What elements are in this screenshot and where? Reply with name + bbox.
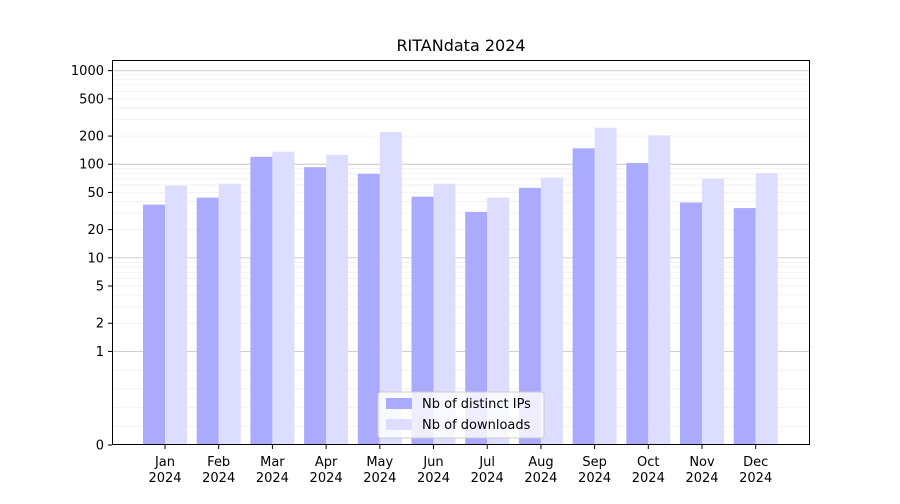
bar-distinct-ips-9 — [572, 148, 595, 446]
plot-frame — [112, 60, 810, 445]
y-tick-label: 5 — [96, 280, 104, 295]
bar-distinct-ips-10 — [626, 163, 649, 445]
bar-distinct-ips-7 — [465, 211, 488, 445]
chart-title: RITANdata 2024 — [396, 36, 525, 55]
bar-distinct-ips-5 — [357, 173, 380, 446]
x-axis-ticks: Jan 2024 Feb 2024 Mar 2024 Apr 2024 May 2024 Jun 20… — [148, 445, 772, 486]
bar-distinct-ips-11 — [680, 202, 702, 445]
bar-downloads-8 — [540, 177, 563, 446]
bars — [143, 127, 778, 446]
bar-distinct-ips-1 — [143, 204, 165, 445]
y-tick-label: 1 — [96, 345, 104, 360]
x-tick-label: Mar 2024 — [256, 455, 289, 486]
y-tick-label: 50 — [87, 186, 104, 201]
legend-box — [377, 391, 545, 439]
y-tick-label: 200 — [79, 130, 104, 145]
bar-distinct-ips-2 — [196, 197, 219, 445]
bar-downloads-12 — [755, 173, 778, 445]
x-tick-label: Jun 2024 — [417, 455, 450, 486]
x-tick-label: Sep 2024 — [578, 455, 611, 486]
y-tick-label: 10 — [87, 251, 104, 266]
bar-downloads-10 — [648, 135, 671, 445]
x-tick-label: Dec 2024 — [739, 455, 772, 486]
y-tick-label: 500 — [79, 92, 104, 107]
bar-distinct-ips-6 — [411, 196, 434, 445]
x-tick-label: Nov 2024 — [685, 455, 718, 486]
legend-swatch-downloads — [386, 419, 412, 430]
bar-downloads-6 — [433, 183, 456, 445]
bar-downloads-5 — [379, 131, 402, 445]
x-tick-label: Aug 2024 — [524, 455, 557, 486]
bar-downloads-11 — [702, 178, 724, 446]
y-axis-ticks: 0 1 2 5 10 20 50 100 200 500 1000 — [71, 64, 112, 454]
y-tick-label: 0 — [96, 439, 104, 454]
bar-downloads-1 — [165, 185, 187, 446]
bar-distinct-ips-4 — [304, 167, 327, 446]
bar-downloads-2 — [218, 183, 241, 445]
bar-distinct-ips-8 — [518, 187, 541, 445]
x-tick-label: Jul 2024 — [471, 455, 504, 486]
bar-downloads-9 — [594, 127, 617, 445]
legend-label-downloads: Nb of downloads — [422, 418, 531, 433]
bar-downloads-4 — [326, 154, 349, 445]
bar-downloads-3 — [272, 151, 295, 445]
legend-label-distinct-ips: Nb of distinct IPs — [422, 397, 531, 412]
bar-distinct-ips-12 — [733, 208, 756, 445]
y-tick-label: 20 — [87, 223, 104, 238]
y-tick-label: 100 — [79, 158, 104, 173]
legend: Nb of distinct IPs Nb of downloads — [377, 391, 545, 439]
x-tick-label: Feb 2024 — [202, 455, 235, 486]
y-tick-label: 2 — [96, 317, 104, 332]
y-tick-label: 1000 — [71, 64, 104, 79]
x-tick-label: Jan 2024 — [148, 455, 181, 486]
x-tick-label: Apr 2024 — [310, 455, 343, 486]
x-tick-label: May 2024 — [363, 455, 396, 486]
legend-swatch-distinct-ips — [386, 398, 412, 409]
bar-downloads-7 — [487, 197, 510, 445]
x-tick-label: Oct 2024 — [632, 455, 665, 486]
bar-distinct-ips-3 — [250, 156, 273, 446]
